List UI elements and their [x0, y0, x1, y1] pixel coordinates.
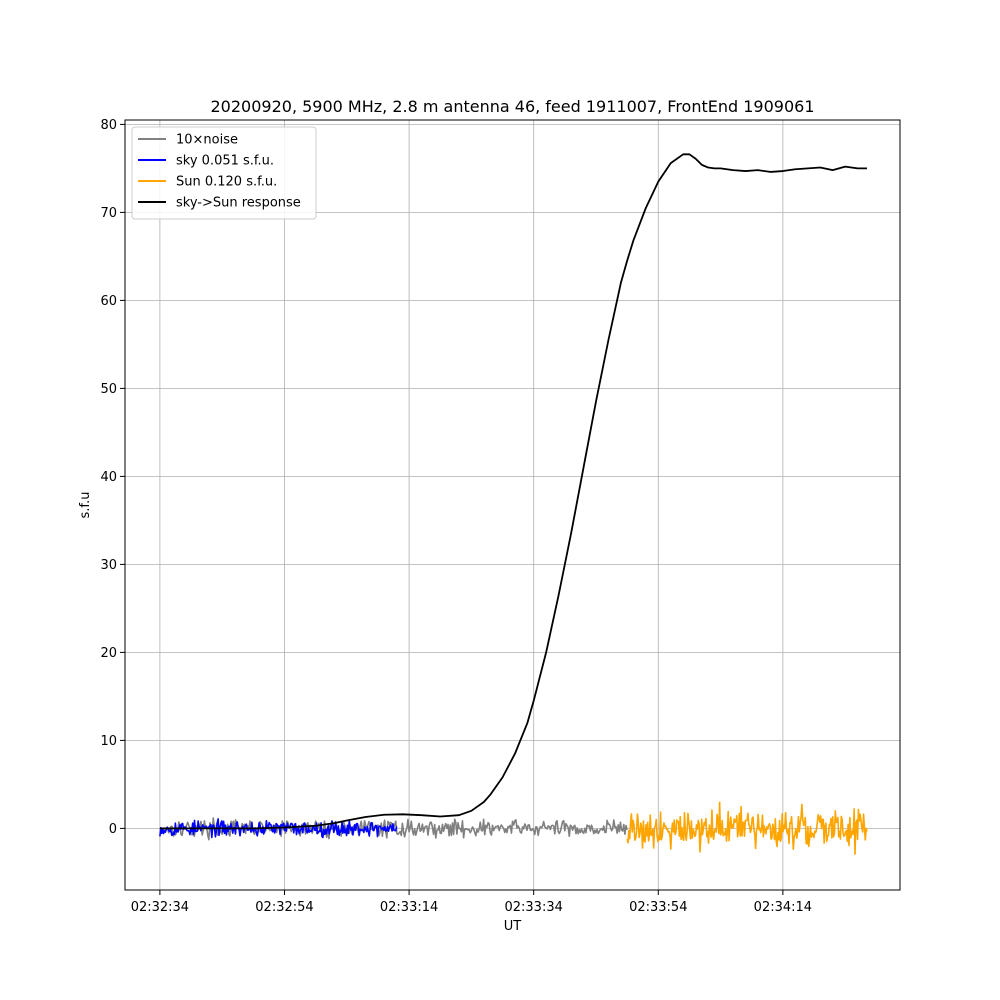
series-line-sky-sun-response: [159, 153, 867, 830]
y-tick-label: 20: [100, 646, 117, 661]
legend-box: [131, 126, 317, 220]
grid-layer: [125, 120, 900, 890]
y-tick-label: 70: [100, 206, 117, 221]
plot-frame: [124, 119, 901, 891]
y-tick-label: 30: [100, 558, 117, 573]
x-axis-label: UT: [504, 919, 522, 934]
y-axis-label: s.f.u: [78, 492, 93, 519]
legend-label: 10×noise: [176, 133, 238, 148]
x-tick-label: 02:33:54: [629, 900, 687, 915]
tick-layer: 02:32:34 02:32:54 02:33:14 02:33:34 02:33:54…: [100, 118, 812, 915]
y-tick-label: 60: [100, 294, 117, 309]
y-tick-label: 40: [100, 470, 117, 485]
chart-title: 20200920, 5900 MHz, 2.8 m antenna 46, fe…: [211, 97, 815, 116]
x-tick-label: 02:32:54: [255, 900, 313, 915]
series-layer: [159, 153, 868, 855]
y-tick-label: 50: [100, 382, 117, 397]
x-tick-label: 02:34:14: [754, 900, 812, 915]
legend: 10×noise sky 0.051 s.f.u. Sun 0.120 s.f.u.…: [131, 126, 317, 220]
legend-label: sky 0.051 s.f.u.: [176, 154, 274, 169]
y-tick-label: 80: [100, 118, 117, 133]
y-tick-label: 0: [109, 822, 117, 837]
x-tick-label: 02:32:34: [131, 900, 189, 915]
legend-label: sky->Sun response: [176, 196, 301, 211]
x-tick-label: 02:33:14: [380, 900, 438, 915]
series-line-sun-0-120-s-f-u: [626, 801, 868, 855]
x-tick-label: 02:33:34: [504, 900, 562, 915]
legend-label: Sun 0.120 s.f.u.: [176, 175, 277, 190]
y-tick-label: 10: [100, 734, 117, 749]
